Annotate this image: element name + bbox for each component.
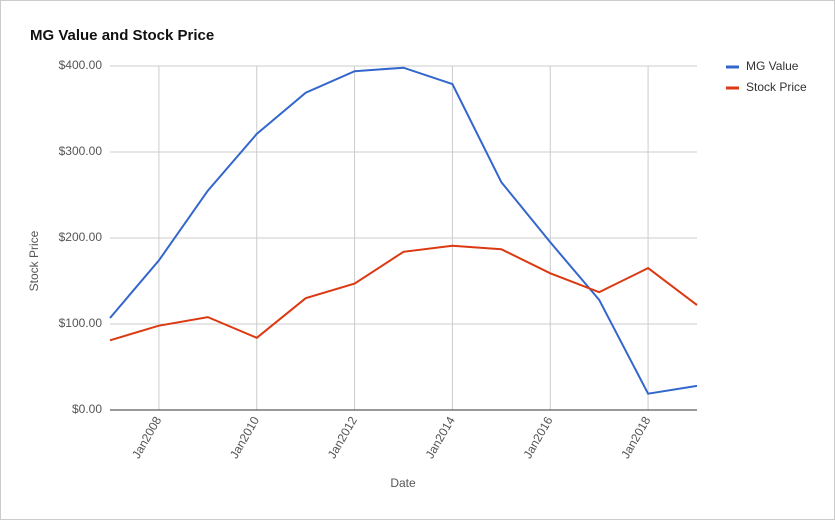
y-tick-label: $200.00 bbox=[59, 230, 103, 244]
legend-label: MG Value bbox=[746, 59, 799, 73]
y-tick-label: $100.00 bbox=[59, 316, 103, 330]
y-tick-label: $400.00 bbox=[59, 58, 103, 72]
line-series bbox=[109, 66, 698, 395]
y-tick-label: $0.00 bbox=[72, 402, 102, 416]
x-axis-label: Date bbox=[390, 476, 416, 490]
legend-label: Stock Price bbox=[746, 80, 807, 94]
chart-title: MG Value and Stock Price bbox=[30, 27, 214, 44]
y-tick-label: $300.00 bbox=[59, 144, 103, 158]
line-series bbox=[109, 244, 698, 342]
y-axis-label: Stock Price bbox=[27, 230, 41, 291]
